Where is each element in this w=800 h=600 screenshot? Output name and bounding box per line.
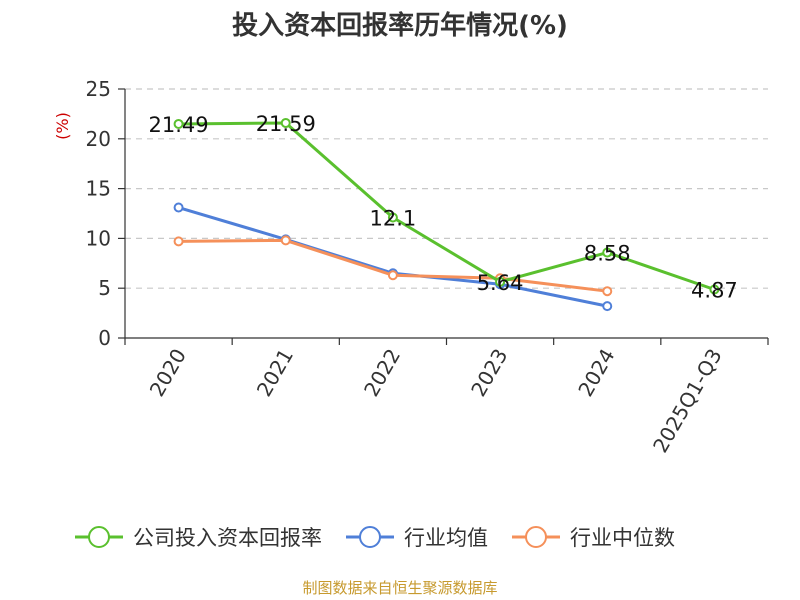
source-note: 制图数据来自恒生聚源数据库 [302,579,497,597]
data-point [280,235,291,246]
legend-marker [88,526,110,548]
legend-item-1: 公司投入资本回报率 [75,526,322,550]
data-point [387,212,398,223]
x-tick-label: 2025Q1-Q3 [648,345,727,457]
data-label: 21.49 [149,113,209,137]
series-line [178,121,715,291]
y-tick-label: 10 [86,226,111,250]
data-point [602,301,613,312]
legend-label: 公司投入资本回报率 [133,526,322,550]
data-point [495,276,506,287]
series-1 [173,117,720,295]
y-axis-unit-label: (%) [53,112,72,140]
y-tick-label: 15 [86,177,111,201]
x-tick-label: 2023 [466,345,512,401]
legend-label: 行业均值 [404,526,488,550]
data-point [602,286,613,297]
data-point [173,118,184,129]
y-tick-label: 25 [86,77,111,101]
legend: 公司投入资本回报率 行业均值 行业中位数 [75,526,675,550]
series-layer [173,117,720,312]
y-tick-label: 5 [98,276,111,300]
legend-item-3: 行业中位数 [512,526,675,550]
gridlines [125,88,768,289]
data-label: 8.58 [584,242,631,266]
y-tick-label: 0 [98,326,111,350]
data-point [709,284,720,295]
series-3 [173,235,613,297]
x-tick-label: 2021 [252,345,298,401]
data-label: 21.59 [256,112,316,136]
legend-item-2: 行业均值 [346,526,488,550]
data-point [387,270,398,281]
data-labels: 21.49 21.59 12.1 5.64 8.58 4.87 [149,112,738,303]
x-tick-label: 2024 [573,345,619,401]
series-line [178,238,608,293]
data-label: 4.87 [691,278,738,302]
x-tick-label: 2020 [145,345,191,401]
x-tick-label: 2022 [359,345,405,401]
data-label: 5.64 [477,271,524,295]
data-point [173,236,184,247]
data-point [280,117,291,128]
data-label: 12.1 [370,206,417,230]
legend-marker [359,526,381,548]
chart-title: 投入资本回报率历年情况(%) [232,10,568,41]
data-point [173,202,184,213]
legend-label: 行业中位数 [570,526,675,550]
y-tick-label: 20 [86,127,111,151]
legend-marker [525,526,547,548]
data-point [602,247,613,258]
